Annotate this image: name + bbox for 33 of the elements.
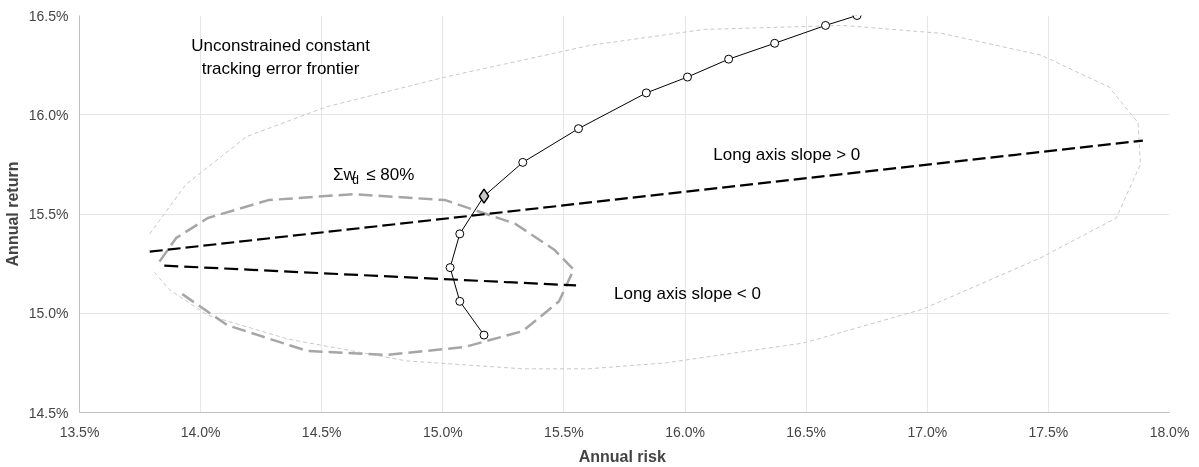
y-tick-label: 16.0% [28,106,69,123]
annotation: Unconstrained constant tracking error frontier [191,36,371,79]
point [821,20,831,30]
annotation: Long axis slope > 0 [713,144,861,164]
x-axis-title: Annual risk [578,447,666,465]
point [770,38,780,48]
annotation: Long axis slope < 0 [614,283,761,303]
line-series [158,192,575,357]
y-tick-label: 16.5% [28,7,69,24]
x-tick-label: 15.5% [544,423,584,440]
y-axis-title: Annual return [3,161,21,267]
point [455,296,465,306]
x-tick-label: 14.0% [180,423,221,440]
x-tick-label: 16.5% [786,423,827,440]
point [455,229,465,239]
point [445,263,455,273]
point [724,54,734,64]
point [518,157,528,167]
x-tick-label: 13.5% [59,423,100,440]
point [573,124,583,134]
point [479,330,489,340]
x-tick-label: 18.0% [1149,423,1190,440]
point [682,72,692,82]
x-tick-label: 17.0% [907,423,948,440]
y-tick-label: 15.0% [28,305,69,322]
x-tick-label: 17.5% [1028,423,1069,440]
line-series [149,24,1141,370]
x-tick-label: 15.0% [422,423,463,440]
y-tick-label: 14.5% [28,404,69,421]
point [641,88,651,98]
y-tick-label: 15.5% [28,206,69,222]
x-tick-label: 14.5% [301,423,342,440]
x-tick-label: 16.0% [665,423,705,440]
